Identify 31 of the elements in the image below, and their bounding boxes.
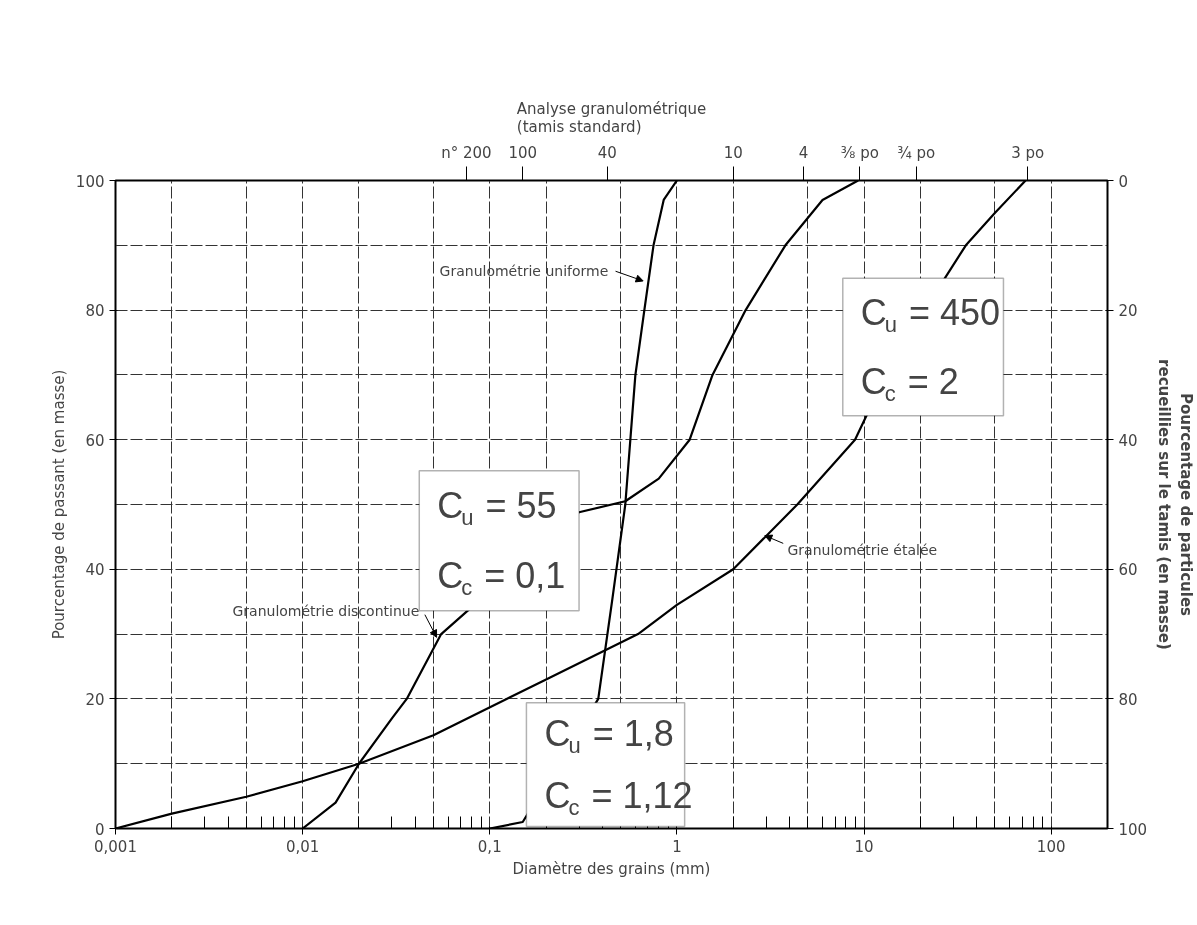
text: 40 (597, 143, 617, 162)
y2-tick-label: 100 (1118, 820, 1148, 839)
y2-tick-label: 40 (1118, 431, 1138, 450)
y-tick-label: 0 (94, 820, 105, 839)
y2-axis-title: Pourcentage de particules recueillies sur le tamis (en masse) (1155, 359, 1195, 650)
text: ⅜ po (840, 143, 879, 162)
x-tick-label: 0,001 (94, 837, 137, 856)
y-tick-label: 60 (85, 431, 105, 450)
y-tick-label: 40 (85, 561, 105, 580)
y-tick-label: 100 (75, 172, 105, 191)
text: 4 (798, 143, 809, 162)
text: 100 (508, 143, 538, 162)
text: 10 (723, 143, 743, 162)
text: 3 po (1011, 143, 1045, 162)
y-axis-title: Pourcentage de passant (en masse) (49, 369, 68, 640)
text: n° 200 (441, 143, 492, 162)
x-tick-label: 0,1 (477, 837, 502, 856)
x-tick-label: 1 (672, 837, 682, 856)
y2-tick-label: 80 (1118, 690, 1138, 709)
x-tick-label: 10 (854, 837, 874, 856)
y2-tick-label: 20 (1118, 302, 1138, 321)
x-axis-title: Diamètre des grains (mm) (512, 859, 711, 878)
x-tick-label: 100 (1036, 837, 1066, 856)
text: ¾ po (897, 143, 936, 162)
y2-tick-label: 60 (1118, 561, 1138, 580)
x-tick-label: 0,01 (285, 837, 320, 856)
legend-label: Granulométrie uniforme (439, 263, 609, 280)
chart-title: Analyse granulométrique (tamis standard) (516, 99, 707, 136)
y2-tick-label: 0 (1118, 172, 1129, 191)
y-tick-label: 20 (85, 690, 105, 709)
y-tick-label: 80 (85, 302, 105, 321)
